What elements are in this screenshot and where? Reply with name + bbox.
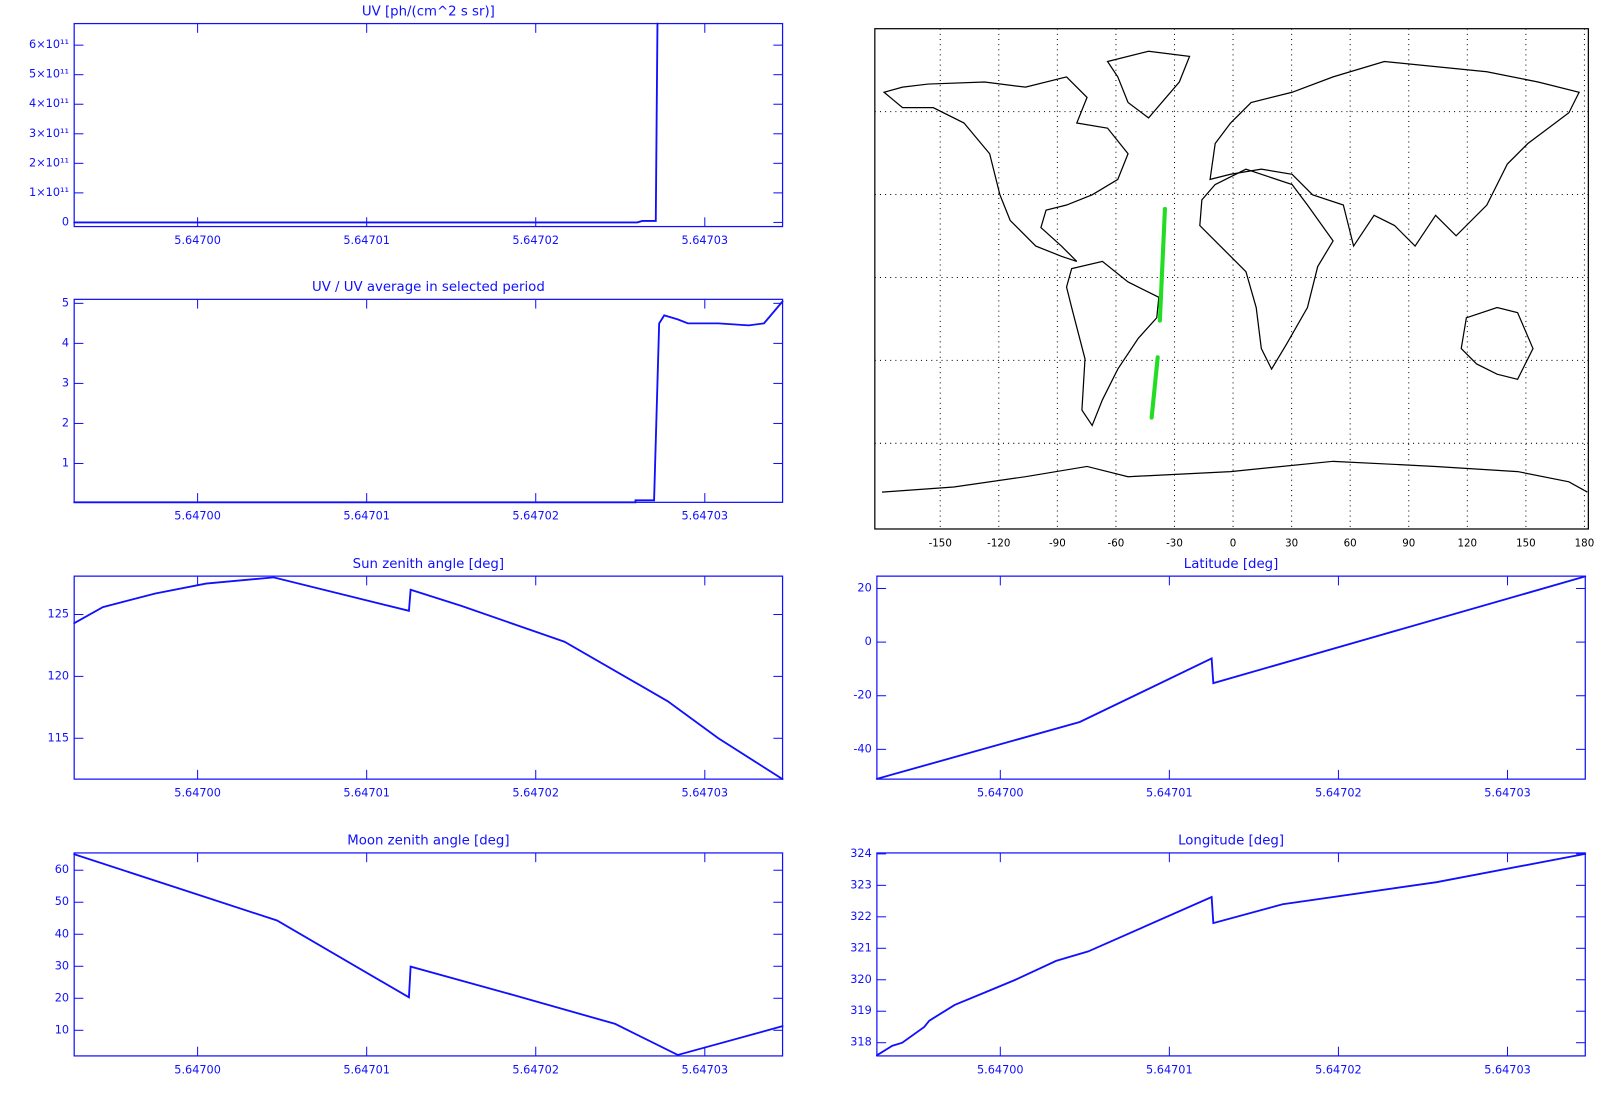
- plot-frame: [876, 575, 1586, 780]
- y-tick-label: 4: [62, 336, 69, 349]
- x-tick-label: 5.64701: [343, 1063, 390, 1076]
- x-tick-label: 5.64703: [682, 786, 729, 799]
- y-tick-label: 0: [62, 215, 69, 228]
- x-tick-label: 5.64702: [512, 786, 559, 799]
- x-tick-label: 5.64702: [1315, 786, 1362, 799]
- greenland: [1106, 50, 1191, 119]
- x-tick-label: 5.64701: [1146, 786, 1193, 799]
- south-america: [1065, 260, 1160, 427]
- y-tick-label: 1: [62, 456, 69, 469]
- x-tick-label: 5.64700: [174, 510, 221, 523]
- x-tick-label: 5.64703: [682, 234, 729, 247]
- y-tick-label: 50: [55, 895, 69, 908]
- x-tick-label: 120: [1458, 537, 1478, 549]
- plot-frame: [73, 852, 784, 1057]
- y-tick-label: 319: [850, 1004, 872, 1017]
- y-tick-label: 40: [55, 927, 69, 940]
- x-tick-label: -150: [929, 537, 952, 549]
- y-tick-label: -20: [853, 689, 871, 702]
- y-tick-label: 20: [857, 581, 871, 594]
- y-tick-label: 20: [55, 991, 69, 1004]
- data-line: [73, 853, 784, 1056]
- chart-title: UV [ph/(cm^2 s sr)]: [362, 4, 495, 19]
- chart-title: Longitude [deg]: [1178, 834, 1284, 849]
- x-tick-label: 90: [1402, 537, 1415, 549]
- x-tick-label: 5.64700: [174, 1063, 221, 1076]
- y-tick-label: 60: [55, 863, 69, 876]
- data-line: [875, 575, 1587, 780]
- x-tick-label: 180: [1575, 537, 1595, 549]
- data-line: [73, 576, 784, 781]
- data-line: [875, 852, 1587, 1057]
- y-tick-label: 324: [850, 847, 872, 860]
- y-tick-label: 318: [850, 1036, 872, 1049]
- y-tick-label: 320: [850, 973, 872, 986]
- x-tick-label: 0: [1230, 537, 1237, 549]
- plot-frame: [73, 575, 784, 780]
- x-tick-label: 5.64700: [977, 786, 1024, 799]
- chart-title: UV / UV average in selected period: [312, 280, 545, 295]
- x-tick-label: 60: [1344, 537, 1357, 549]
- y-tick-label: 6×10¹¹: [29, 38, 69, 51]
- data-line: [73, 300, 784, 504]
- y-tick-label: 115: [48, 731, 70, 744]
- chart-title: Moon zenith angle [deg]: [347, 834, 509, 849]
- y-tick-label: 0: [865, 635, 872, 648]
- x-tick-label: 5.64700: [174, 234, 221, 247]
- x-tick-label: 5.64703: [1484, 786, 1531, 799]
- y-tick-label: 1×10¹¹: [29, 186, 69, 199]
- x-tick-label: 5.64701: [343, 234, 390, 247]
- y-tick-label: 30: [55, 959, 69, 972]
- australia: [1460, 306, 1534, 381]
- africa: [1199, 168, 1334, 371]
- y-tick-label: 5×10¹¹: [29, 68, 69, 81]
- plot-frame: [876, 852, 1586, 1057]
- x-tick-label: 5.64702: [1315, 1063, 1362, 1076]
- x-tick-label: 5.64703: [682, 1063, 729, 1076]
- y-tick-label: 120: [48, 669, 70, 682]
- y-tick-label: 10: [55, 1023, 69, 1036]
- x-tick-label: 5.64701: [343, 786, 390, 799]
- north-america: [882, 76, 1129, 263]
- coastlines: [881, 50, 1588, 493]
- x-tick-label: 5.64702: [512, 1063, 559, 1076]
- plot-frame: [73, 22, 784, 228]
- eurasia: [1209, 60, 1581, 248]
- y-tick-label: 125: [48, 608, 70, 621]
- x-tick-label: 5.64702: [512, 234, 559, 247]
- y-tick-label: 3: [62, 376, 69, 389]
- y-tick-label: 323: [850, 878, 872, 891]
- ground-track: [1149, 206, 1167, 420]
- plot-frame: [874, 28, 1589, 530]
- x-tick-label: 5.64703: [1484, 1063, 1531, 1076]
- chart-title: Latitude [deg]: [1184, 557, 1279, 572]
- y-tick-label: 2×10¹¹: [29, 156, 69, 169]
- y-tick-label: 5: [62, 296, 69, 309]
- x-tick-label: -30: [1166, 537, 1183, 549]
- x-tick-label: -120: [987, 537, 1010, 549]
- x-tick-label: 5.64701: [1146, 1063, 1193, 1076]
- x-tick-label: 5.64700: [174, 786, 221, 799]
- y-tick-label: 321: [850, 941, 872, 954]
- x-tick-label: 150: [1516, 537, 1536, 549]
- y-tick-label: -40: [853, 742, 871, 755]
- antarctica: [881, 460, 1588, 493]
- chart-title: Sun zenith angle [deg]: [353, 557, 504, 572]
- x-tick-label: 30: [1285, 537, 1298, 549]
- y-tick-label: 3×10¹¹: [29, 127, 69, 140]
- y-tick-label: 2: [62, 416, 69, 429]
- x-tick-label: 5.64700: [977, 1063, 1024, 1076]
- data-line: [73, 22, 659, 224]
- y-tick-label: 4×10¹¹: [29, 97, 69, 110]
- y-tick-label: 322: [850, 910, 872, 923]
- x-tick-label: -60: [1108, 537, 1125, 549]
- x-tick-label: 5.64701: [343, 510, 390, 523]
- x-tick-label: 5.64703: [682, 510, 729, 523]
- x-tick-label: 5.64702: [512, 510, 559, 523]
- x-tick-label: -90: [1049, 537, 1066, 549]
